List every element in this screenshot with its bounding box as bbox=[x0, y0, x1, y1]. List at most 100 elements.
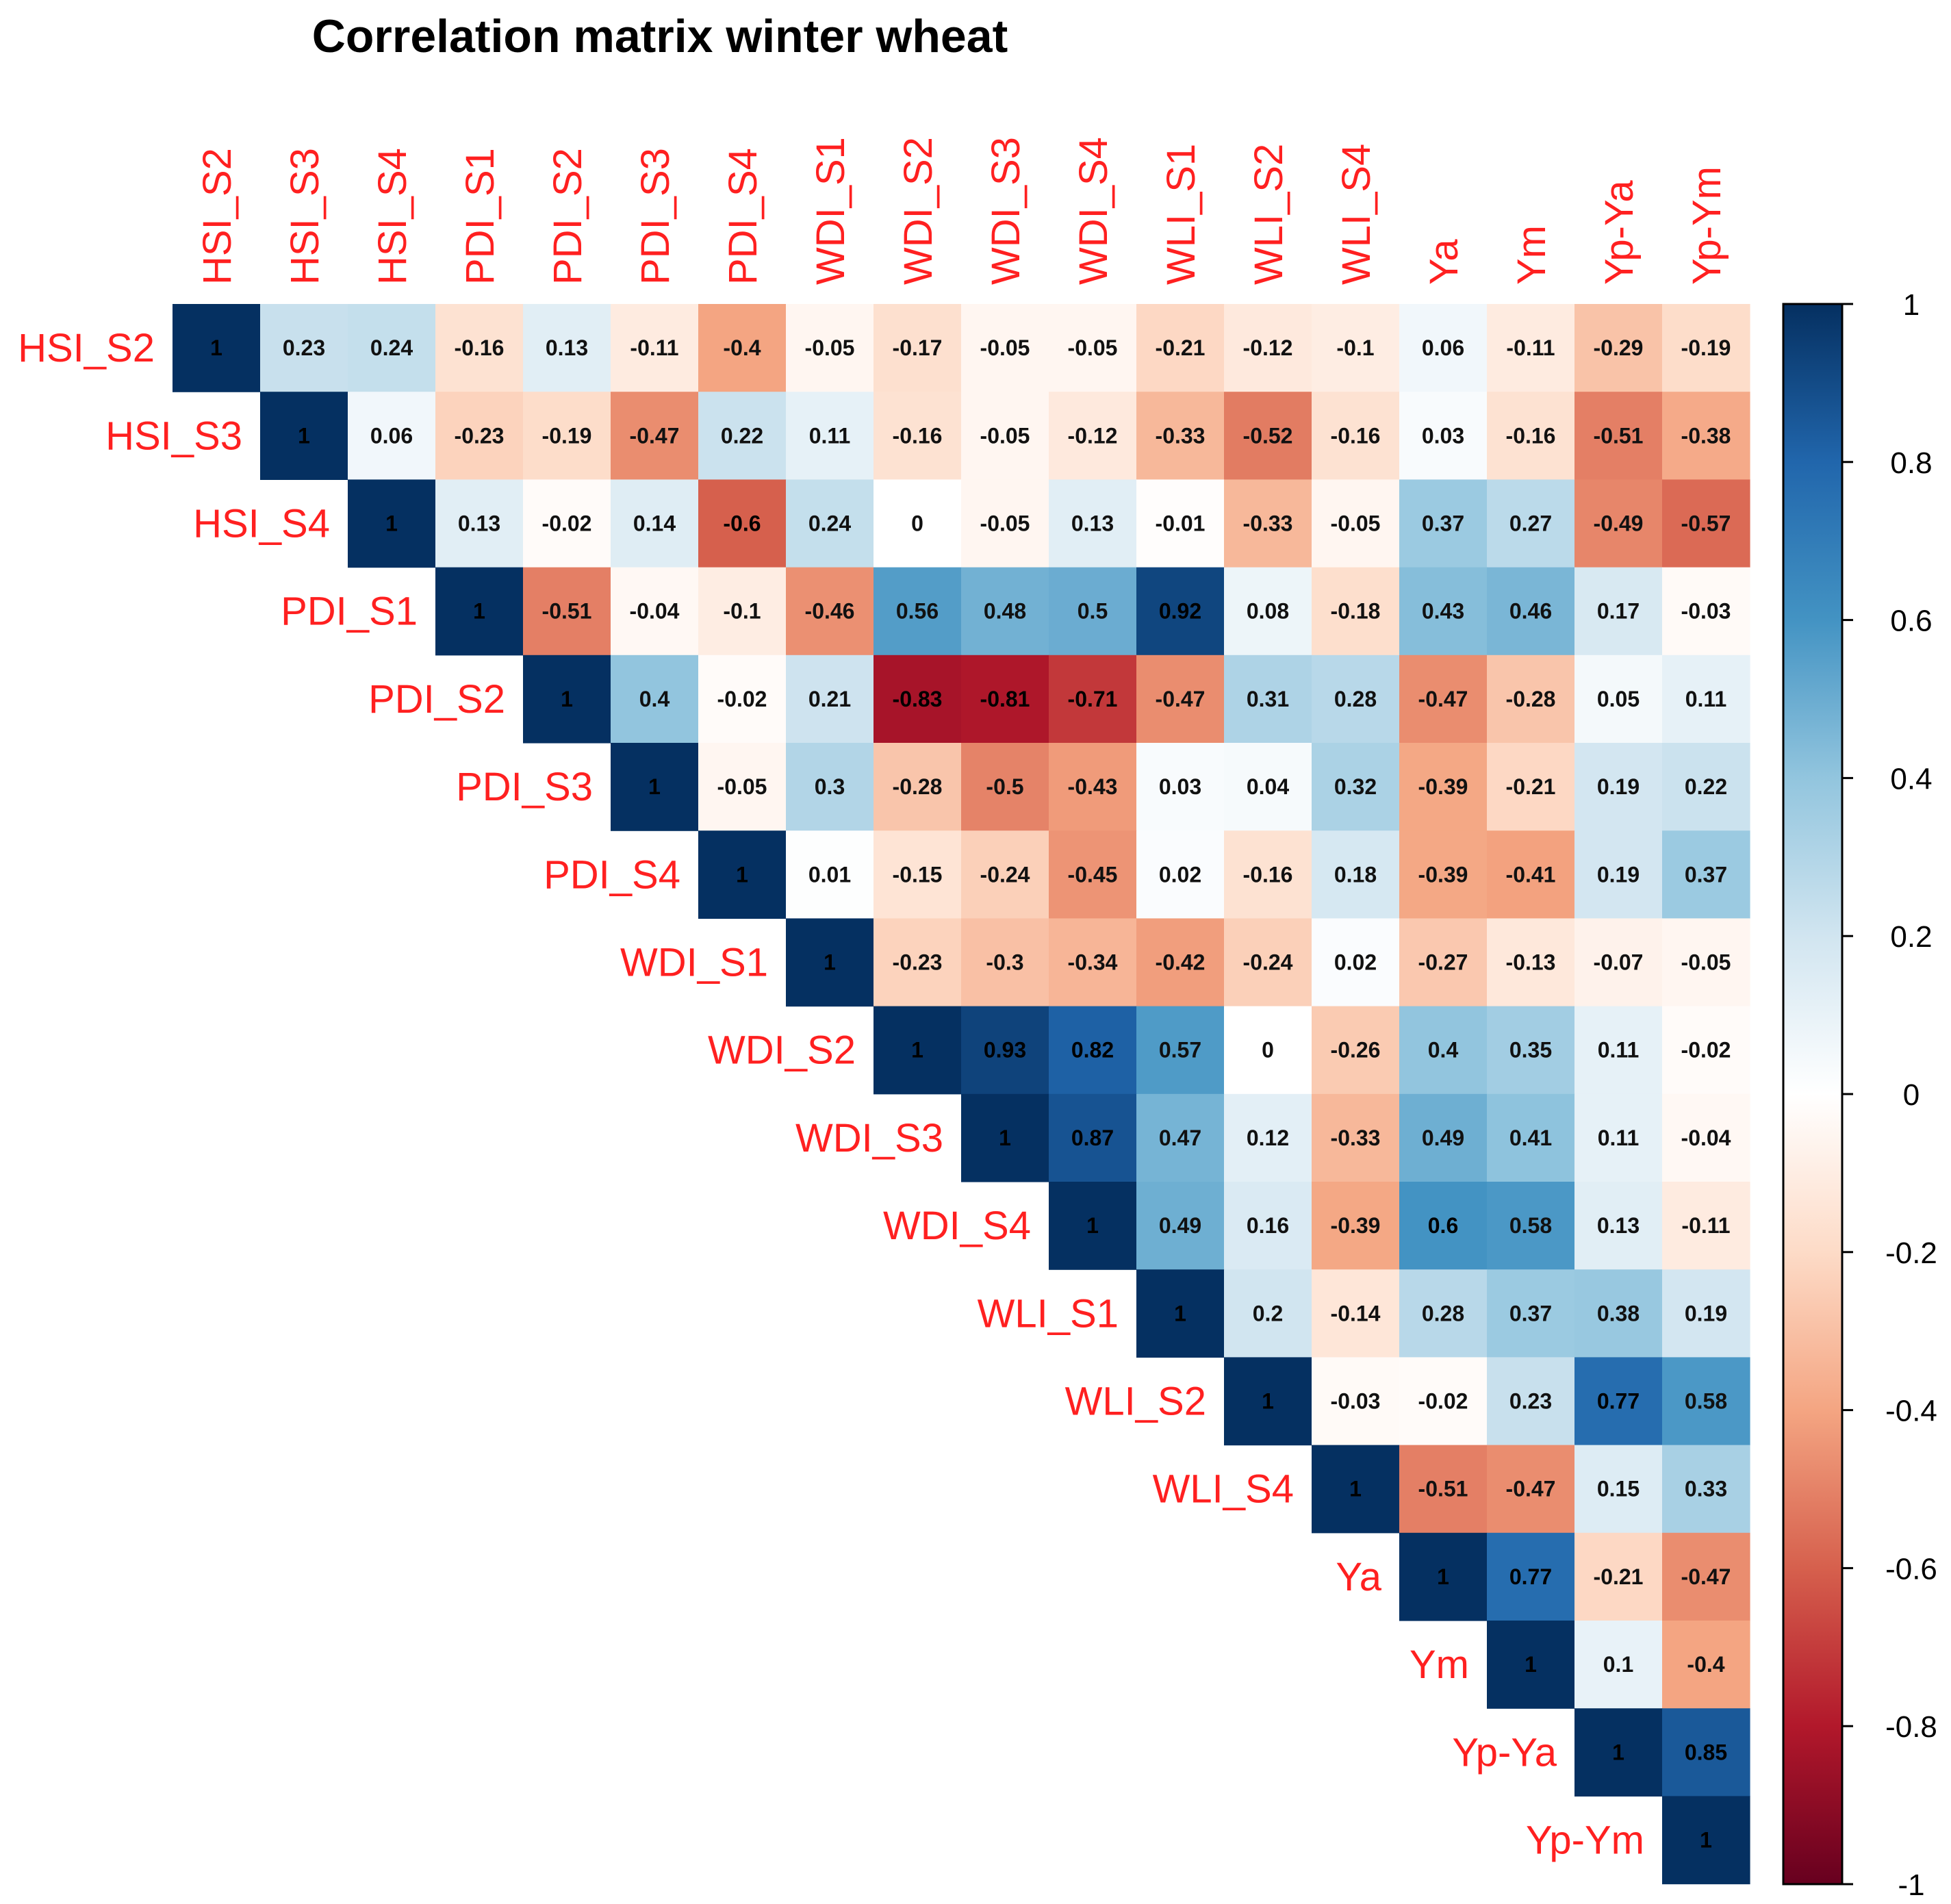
heatmap-cell bbox=[1224, 830, 1312, 919]
cell-value-label: 0.13 bbox=[546, 335, 588, 360]
row-label: Ym bbox=[1410, 1642, 1469, 1687]
cell-value-label: -0.38 bbox=[1681, 423, 1731, 448]
heatmap-cell bbox=[1399, 1532, 1488, 1621]
column-label: PDI_S1 bbox=[458, 148, 502, 285]
heatmap-cell bbox=[698, 304, 787, 392]
heatmap-cell bbox=[1662, 1093, 1750, 1182]
cell-value-label: 0.15 bbox=[1597, 1477, 1640, 1501]
row-label: WDI_S3 bbox=[795, 1116, 943, 1160]
cell-value-label: 1 bbox=[385, 511, 398, 536]
cell-value-label: -0.47 bbox=[630, 423, 680, 448]
cell-value-label: -0.05 bbox=[980, 335, 1030, 360]
cell-value-label: -0.05 bbox=[1068, 335, 1118, 360]
heatmap-cell bbox=[786, 655, 874, 744]
heatmap-cell bbox=[1487, 392, 1575, 480]
column-label: WLI_S2 bbox=[1247, 144, 1291, 285]
heatmap-cells bbox=[173, 304, 1750, 1885]
cell-value-label: -0.45 bbox=[1068, 862, 1118, 887]
row-label: Ya bbox=[1336, 1555, 1381, 1599]
cell-value-label: -0.33 bbox=[1156, 423, 1206, 448]
cell-value-label: 1 bbox=[1262, 1389, 1274, 1414]
cell-value-label: -0.19 bbox=[542, 423, 592, 448]
heatmap-cell bbox=[1662, 1621, 1750, 1709]
heatmap-cell bbox=[1312, 479, 1400, 568]
cell-value-label: -0.05 bbox=[980, 423, 1030, 448]
cell-value-label: 0.3 bbox=[815, 774, 845, 799]
heatmap-cell bbox=[1662, 743, 1750, 831]
cell-value-label: 0.04 bbox=[1247, 774, 1289, 799]
cell-value-label: 0.03 bbox=[1422, 423, 1464, 448]
heatmap-cell bbox=[260, 392, 348, 480]
cell-value-label: -0.05 bbox=[717, 774, 767, 799]
cell-value-label: 0.22 bbox=[1685, 774, 1727, 799]
heatmap-cell bbox=[348, 479, 436, 568]
cell-value-label: 0.27 bbox=[1509, 511, 1552, 536]
cell-value-label: -0.05 bbox=[1331, 511, 1381, 536]
heatmap-cell bbox=[1574, 1708, 1663, 1797]
cell-value-label: 0.33 bbox=[1685, 1477, 1727, 1501]
cell-value-label: 0.47 bbox=[1159, 1126, 1201, 1150]
heatmap-cell bbox=[1574, 392, 1663, 480]
heatmap-cell bbox=[1487, 1006, 1575, 1095]
column-label: HSI_S4 bbox=[370, 148, 415, 285]
cell-value-label: 0.4 bbox=[639, 687, 670, 711]
cell-value-label: -0.07 bbox=[1594, 950, 1644, 975]
heatmap-cell bbox=[1136, 1093, 1225, 1182]
cell-value-label: 0.19 bbox=[1685, 1301, 1727, 1325]
row-label: PDI_S4 bbox=[544, 852, 680, 897]
colorbar-tick-label: -0.2 bbox=[1885, 1236, 1937, 1270]
cell-value-label: 0.28 bbox=[1334, 687, 1377, 711]
cell-value-label: 0.93 bbox=[984, 1038, 1026, 1063]
cell-value-label: 1 bbox=[473, 599, 485, 624]
colorbar-tick-label: -1 bbox=[1898, 1868, 1924, 1902]
row-label: WDI_S1 bbox=[620, 941, 768, 985]
cell-value-label: 0.85 bbox=[1685, 1740, 1727, 1764]
cell-value-label: 0.21 bbox=[808, 687, 851, 711]
cell-value-label: -0.16 bbox=[1331, 423, 1381, 448]
heatmap-cell bbox=[698, 479, 787, 568]
heatmap-cell bbox=[1399, 830, 1488, 919]
heatmap-cell bbox=[1312, 1269, 1400, 1358]
cell-value-label: 0.28 bbox=[1422, 1301, 1464, 1325]
heatmap-cell bbox=[260, 304, 348, 392]
cell-value-label: 0.58 bbox=[1685, 1389, 1727, 1414]
heatmap-cell bbox=[435, 392, 524, 480]
heatmap-cell bbox=[523, 479, 611, 568]
column-label: HSI_S2 bbox=[195, 148, 240, 285]
heatmap-cell bbox=[1224, 655, 1312, 744]
cell-value-label: -0.05 bbox=[805, 335, 855, 360]
cell-value-label: -0.47 bbox=[1681, 1564, 1731, 1589]
cell-value-label: -0.51 bbox=[1418, 1477, 1468, 1501]
column-label: WDI_S1 bbox=[808, 137, 853, 285]
heatmap-cell bbox=[1662, 1796, 1750, 1885]
heatmap-cell bbox=[1312, 304, 1400, 392]
heatmap-cell bbox=[1487, 567, 1575, 656]
row-label: PDI_S3 bbox=[456, 765, 593, 809]
heatmap-cell bbox=[961, 655, 1049, 744]
heatmap-cell bbox=[874, 392, 962, 480]
cell-value-label: 1 bbox=[1700, 1828, 1712, 1853]
row-label: HSI_S2 bbox=[18, 326, 155, 370]
column-label: Yp-Ym bbox=[1685, 166, 1729, 285]
row-label: HSI_S4 bbox=[193, 502, 330, 546]
heatmap-cell bbox=[1312, 1357, 1400, 1446]
colorbar-tick-label: 1 bbox=[1903, 288, 1920, 322]
heatmap-cell bbox=[1049, 1006, 1137, 1095]
heatmap-cell bbox=[1574, 1357, 1663, 1446]
cell-value-label: -0.39 bbox=[1418, 774, 1468, 799]
cell-value-label: -0.83 bbox=[893, 687, 943, 711]
cell-value-label: 0.13 bbox=[1597, 1213, 1640, 1238]
heatmap-cell bbox=[1224, 392, 1312, 480]
cell-value-label: 0 bbox=[911, 511, 923, 536]
heatmap-cell bbox=[611, 304, 699, 392]
row-labels: HSI_S2 HSI_S3 HSI_S4 PDI_S1 PDI_S2 PDI_S3 PDI_… bbox=[18, 326, 1644, 1862]
heatmap-cell bbox=[1487, 655, 1575, 744]
chart-title: Correlation matrix winter wheat bbox=[312, 10, 1008, 62]
cell-value-label: 1 bbox=[1612, 1740, 1624, 1764]
heatmap-cell bbox=[1574, 655, 1663, 744]
heatmap-cell bbox=[1662, 304, 1750, 392]
heatmap-cell bbox=[1662, 1269, 1750, 1358]
cell-value-label: 0.02 bbox=[1334, 950, 1377, 975]
cell-values: 1 0.23 0.24 -0.16 0.13 -0.11 -0.4 -0.05 -0.17 -0.… bbox=[210, 335, 1731, 1852]
